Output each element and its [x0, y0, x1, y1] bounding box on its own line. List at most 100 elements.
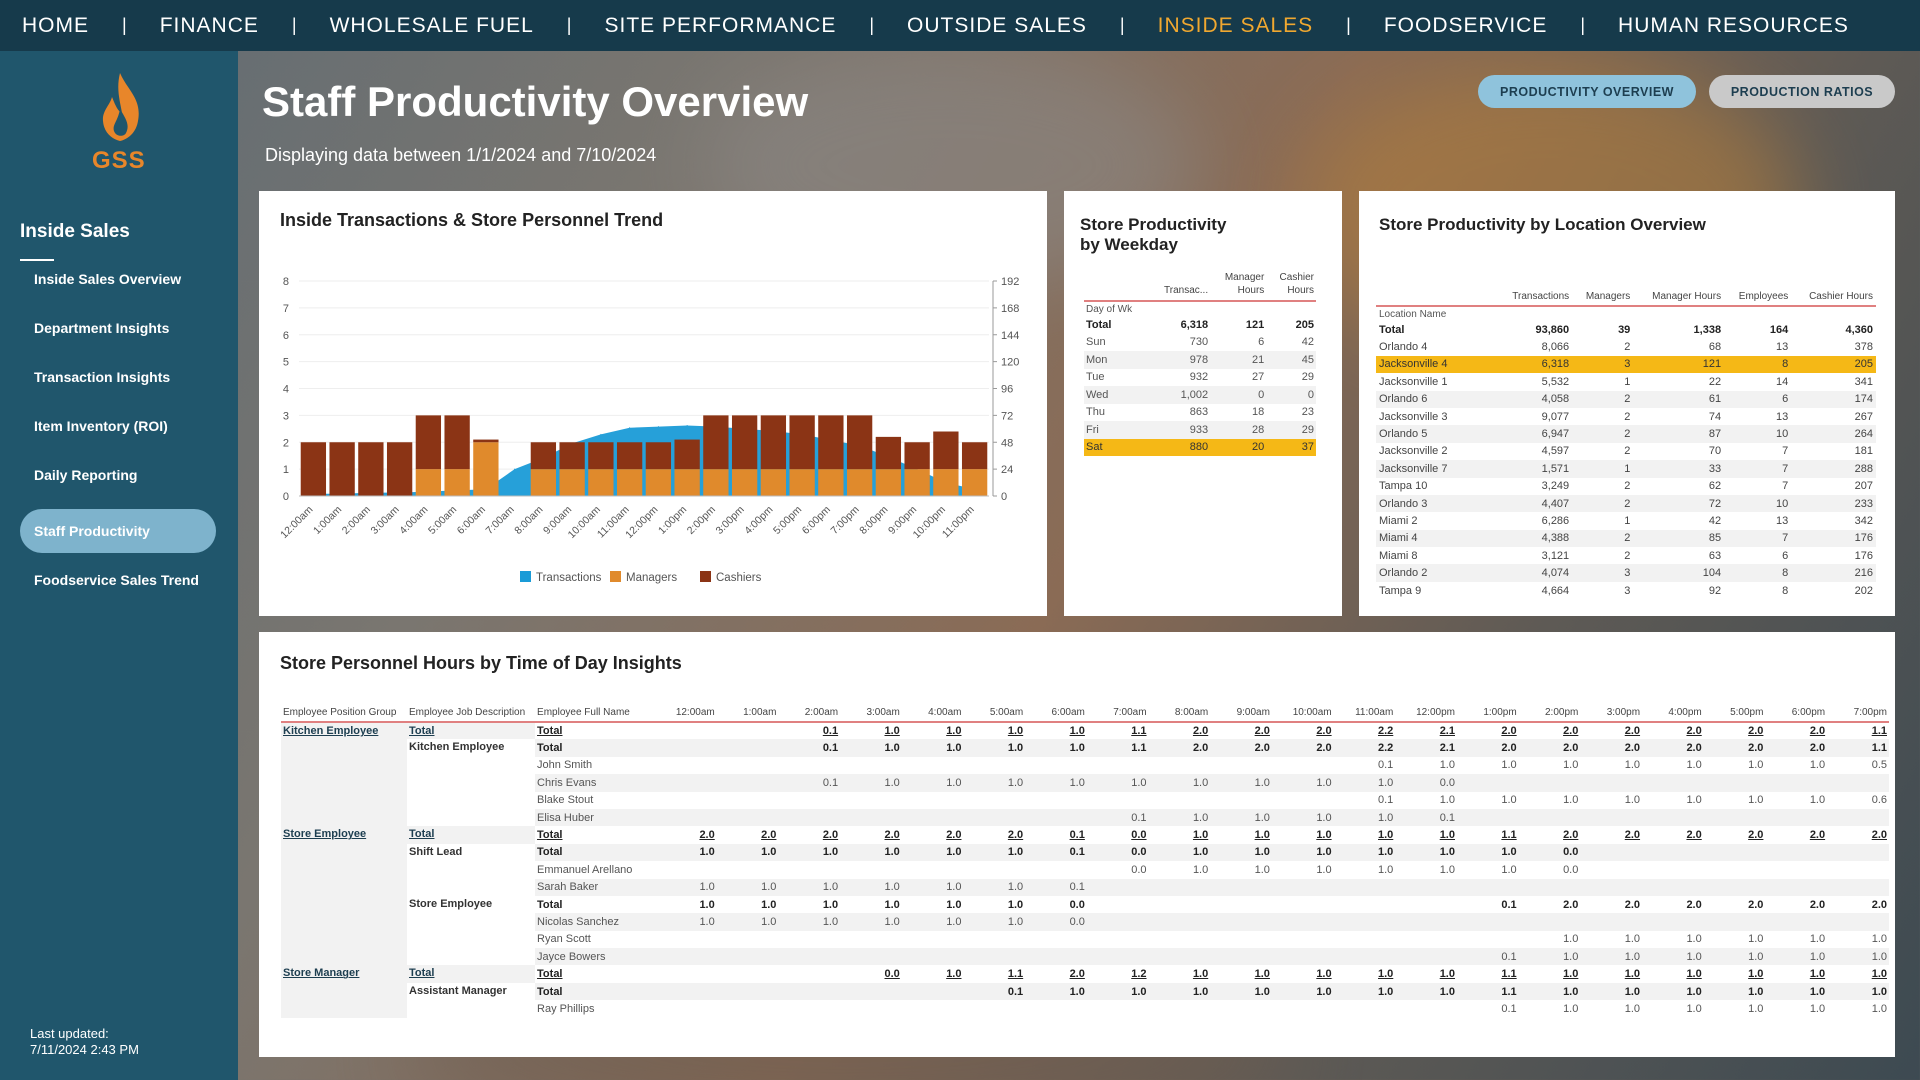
managers-bar[interactable]	[904, 469, 930, 496]
nav-outside-sales[interactable]: OUTSIDE SALES	[907, 13, 1087, 37]
hours-table-row[interactable]: Jayce Bowers 0.1 1.0 1.0 1.0 1.0 1.0 1.0	[281, 948, 1889, 966]
hours-table-row[interactable]: Store Employee Total 1.0 1.0 1.0 1.0 1.0 1.0 0.0…	[281, 896, 1889, 913]
location-total-row[interactable]: Total 93,860 39 1,338 164 4,360	[1376, 321, 1876, 338]
managers-bar[interactable]	[789, 469, 815, 496]
managers-bar[interactable]	[444, 469, 470, 496]
managers-bar[interactable]	[415, 469, 442, 496]
weekday-row-thu[interactable]: Thu 863 18 23	[1084, 404, 1316, 422]
sidebar-item-daily-reporting[interactable]: Daily Reporting	[34, 467, 138, 483]
managers-bar[interactable]	[588, 469, 614, 496]
hours-table-row[interactable]: Nicolas Sanchez 1.0 1.0 1.0 1.0 1.0 1.0 0.0	[281, 913, 1889, 931]
cashiers-bar[interactable]	[818, 415, 844, 470]
hours-table-row[interactable]: Ray Phillips 0.1 1.0 1.0 1.0 1.0 1.0 1.0	[281, 1000, 1889, 1017]
managers-bar[interactable]	[559, 469, 585, 496]
hours-table-row[interactable]: Kitchen Employee Total Total 0.1 1.0 1.0 1.0 1.…	[281, 722, 1889, 827]
cashiers-bar[interactable]	[875, 436, 902, 470]
hours-group-cell[interactable]: Kitchen Employee	[281, 722, 408, 827]
managers-bar[interactable]	[933, 469, 959, 496]
weekday-row-mon[interactable]: Mon 978 21 45	[1084, 351, 1316, 369]
weekday-total-row[interactable]: Total 6,318 121 205	[1084, 316, 1316, 334]
managers-bar[interactable]	[961, 469, 988, 496]
cashiers-bar[interactable]	[933, 431, 959, 470]
cashiers-bar[interactable]	[760, 415, 787, 470]
hours-table-row[interactable]: Assistant Manager Total 0.1 1.0 1.0 1.0 1.0 1.0…	[281, 982, 1889, 1001]
weekday-row-sun[interactable]: Sun 730 6 42	[1084, 334, 1316, 352]
cashiers-bar[interactable]	[473, 439, 499, 443]
hours-table-row[interactable]: Store Employee Total Total 2.0 2.0 2.0 2.0 2.0 2…	[281, 826, 1889, 966]
hours-table-row[interactable]: Ryan Scott 1.0 1.0 1.0 1.0 1.0 1.0	[281, 931, 1889, 948]
managers-bar[interactable]	[760, 469, 787, 496]
managers-bar[interactable]	[818, 469, 844, 496]
nav-inside-sales[interactable]: INSIDE SALES	[1157, 13, 1314, 37]
cashiers-bar[interactable]	[904, 442, 930, 470]
managers-bar[interactable]	[616, 469, 643, 496]
cashiers-bar[interactable]	[444, 415, 470, 470]
managers-bar[interactable]	[674, 469, 700, 496]
weekday-row-sat[interactable]: Sat 880 20 37	[1084, 438, 1316, 456]
cashiers-bar[interactable]	[846, 415, 873, 470]
legend-label-transactions[interactable]: Transactions	[536, 572, 602, 584]
weekday-row-fri[interactable]: Fri 933 28 29	[1084, 421, 1316, 439]
cashiers-bar[interactable]	[616, 442, 643, 470]
location-row-orlando-4[interactable]: Orlando 4 8,066 2 68 13 378	[1376, 338, 1876, 355]
nav-foodservice[interactable]: FOODSERVICE	[1383, 13, 1548, 37]
sidebar-item-transaction-insights[interactable]: Transaction Insights	[34, 369, 171, 385]
managers-bar[interactable]	[875, 469, 902, 496]
hours-table-row[interactable]: Emmanuel Arellano 0.0 1.0 1.0 1.0 1.0 1.0 1.0 0.…	[281, 861, 1889, 878]
managers-bar[interactable]	[645, 469, 672, 496]
managers-bar[interactable]	[703, 469, 729, 496]
hours-table-row[interactable]: John Smith 0.1 1.0 1.0 1.0 1.0 1.0 1.0 1.0 0.5	[281, 757, 1889, 774]
sidebar-item-inside-sales-overview[interactable]: Inside Sales Overview	[34, 271, 182, 287]
location-row-jacksonville-3[interactable]: Jacksonville 3 9,077 2 74 13 267	[1376, 408, 1876, 425]
hours-group-cell[interactable]: Store Manager	[281, 965, 408, 1018]
hours-table-row[interactable]: Elisa Huber 0.1 1.0 1.0 1.0 1.0 0.1	[281, 808, 1889, 827]
location-row-tampa-10[interactable]: Tampa 10 3,249 2 62 7 207	[1376, 478, 1876, 495]
location-row-jacksonville-2[interactable]: Jacksonville 2 4,597 2 70 7 181	[1376, 443, 1876, 460]
cashiers-bar[interactable]	[386, 442, 413, 496]
cashiers-bar[interactable]	[703, 415, 729, 470]
sidebar-item-department-insights[interactable]: Department Insights	[34, 320, 170, 336]
location-row-miami-2[interactable]: Miami 2 6,286 1 42 13 342	[1376, 512, 1876, 529]
hours-table-row[interactable]: Sarah Baker 1.0 1.0 1.0 1.0 1.0 1.0 0.1	[281, 878, 1889, 896]
location-row-jacksonville-1[interactable]: Jacksonville 1 5,532 1 22 14 341	[1376, 373, 1876, 390]
location-row-miami-4[interactable]: Miami 4 4,388 2 85 7 176	[1376, 529, 1876, 548]
production-ratios-button[interactable]: PRODUCTION RATIOS	[1709, 75, 1895, 108]
location-row-orlando-6[interactable]: Orlando 6 4,058 2 61 6 174	[1376, 390, 1876, 408]
cashiers-bar[interactable]	[329, 442, 355, 496]
productivity-overview-button[interactable]: PRODUCTIVITY OVERVIEW	[1478, 75, 1696, 108]
cashiers-bar[interactable]	[731, 415, 758, 470]
location-row-orlando-2[interactable]: Orlando 2 4,074 3 104 8 216	[1376, 564, 1876, 582]
cashiers-bar[interactable]	[588, 442, 614, 470]
managers-bar[interactable]	[846, 469, 873, 496]
managers-bar[interactable]	[473, 442, 499, 496]
cashiers-bar[interactable]	[530, 442, 557, 470]
managers-bar[interactable]	[731, 469, 758, 496]
weekday-row-tue[interactable]: Tue 932 27 29	[1084, 369, 1316, 387]
hours-table-row[interactable]: Store Manager Total Total 0.0 1.0 1.1 2.0 1.2 1.…	[281, 965, 1889, 1018]
hours-table-row[interactable]: Shift Lead Total 1.0 1.0 1.0 1.0 1.0 1.0 0.1 0.0 1…	[281, 843, 1889, 862]
legend-label-cashiers[interactable]: Cashiers	[716, 572, 762, 584]
location-row-orlando-5[interactable]: Orlando 5 6,947 2 87 10 264	[1376, 425, 1876, 443]
location-row-orlando-3[interactable]: Orlando 3 4,407 2 72 10 233	[1376, 494, 1876, 513]
nav-human-resources[interactable]: HUMAN RESOURCES	[1618, 13, 1849, 37]
hours-group-cell[interactable]: Store Employee	[281, 826, 408, 966]
weekday-row-wed[interactable]: Wed 1,002 0 0	[1084, 386, 1316, 404]
cashiers-bar[interactable]	[789, 415, 815, 470]
cashiers-bar[interactable]	[961, 442, 988, 470]
sidebar-item-foodservice-sales-trend[interactable]: Foodservice Sales Trend	[34, 572, 199, 588]
nav-wholesale-fuel[interactable]: WHOLESALE FUEL	[329, 13, 534, 37]
location-row-tampa-9[interactable]: Tampa 9 4,664 3 92 8 202	[1376, 582, 1876, 599]
cashiers-bar[interactable]	[358, 442, 384, 496]
legend-label-managers[interactable]: Managers	[626, 572, 677, 584]
location-row-miami-8[interactable]: Miami 8 3,121 2 63 6 176	[1376, 547, 1876, 564]
sidebar-item-staff-productivity[interactable]: Staff Productivity	[20, 509, 216, 553]
nav-site-performance[interactable]: SITE PERFORMANCE	[604, 13, 837, 37]
hours-table-row[interactable]: Kitchen Employee Total 0.1 1.0 1.0 1.0 1.0 1.1 2…	[281, 739, 1889, 757]
cashiers-bar[interactable]	[645, 442, 672, 470]
location-row-jacksonville-4[interactable]: Jacksonville 4 6,318 3 121 8 205	[1376, 355, 1876, 374]
cashiers-bar[interactable]	[300, 442, 327, 496]
nav-finance[interactable]: FINANCE	[159, 13, 259, 37]
cashiers-bar[interactable]	[559, 442, 585, 470]
location-row-jacksonville-7[interactable]: Jacksonville 7 1,571 1 33 7 288	[1376, 460, 1876, 478]
cashiers-bar[interactable]	[415, 415, 442, 470]
